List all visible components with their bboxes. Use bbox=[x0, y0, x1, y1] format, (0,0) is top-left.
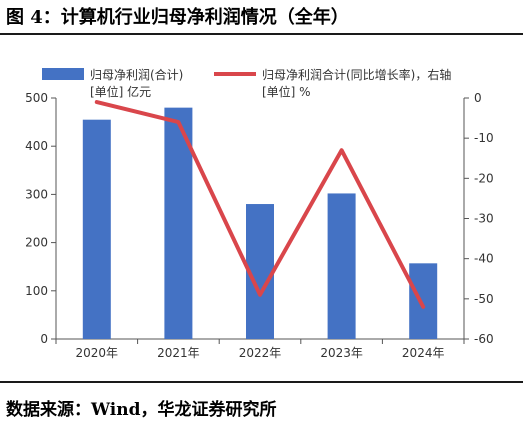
figure-source: 数据来源：Wind，华龙证券研究所 bbox=[6, 400, 277, 420]
legend-line-label: 归母净利润合计(同比增长率)，右轴 bbox=[262, 67, 451, 82]
source-rule bbox=[0, 381, 523, 383]
x-tick-label: 2024年 bbox=[402, 346, 445, 360]
growth-rate-point-4 bbox=[341, 149, 343, 151]
x-tick-label: 2021年 bbox=[157, 346, 200, 360]
left-axis-tick-label: 400 bbox=[25, 139, 48, 153]
right-axis-tick-label: -50 bbox=[474, 292, 494, 306]
left-axis-tick-label: 0 bbox=[40, 332, 48, 346]
bar-5 bbox=[409, 263, 438, 339]
growth-rate-point-3 bbox=[259, 294, 261, 296]
bar-4 bbox=[327, 193, 356, 339]
x-tick-label: 2020年 bbox=[76, 346, 119, 360]
x-tick-label: 2022年 bbox=[239, 346, 282, 360]
x-tick-label: 2023年 bbox=[320, 346, 363, 360]
legend-bar-unit: [单位] 亿元 bbox=[90, 84, 151, 99]
legend-line-unit: [单位] % bbox=[262, 84, 311, 99]
right-axis-tick-label: -30 bbox=[474, 212, 494, 226]
legend-bar-label: 归母净利润(合计) bbox=[90, 67, 183, 82]
legend-bar-swatch bbox=[42, 68, 84, 80]
right-axis-tick-label: -10 bbox=[474, 131, 494, 145]
left-axis-tick-label: 100 bbox=[25, 284, 48, 298]
right-axis-tick-label: -60 bbox=[474, 332, 494, 346]
growth-rate-point-5 bbox=[422, 306, 424, 308]
bar-1 bbox=[82, 119, 111, 339]
right-axis-tick-label: -40 bbox=[474, 252, 494, 266]
figure-title: 图 4：计算机行业归母净利润情况（全年） bbox=[6, 7, 349, 28]
left-axis-tick-label: 200 bbox=[25, 236, 48, 250]
right-axis-tick-label: -20 bbox=[474, 171, 494, 185]
growth-rate-point-2 bbox=[177, 121, 179, 123]
right-axis-tick-label: 0 bbox=[474, 91, 482, 105]
growth-rate-point-1 bbox=[96, 101, 98, 103]
left-axis-tick-label: 500 bbox=[25, 91, 48, 105]
left-axis-tick-label: 300 bbox=[25, 187, 48, 201]
title-rule bbox=[0, 33, 523, 35]
